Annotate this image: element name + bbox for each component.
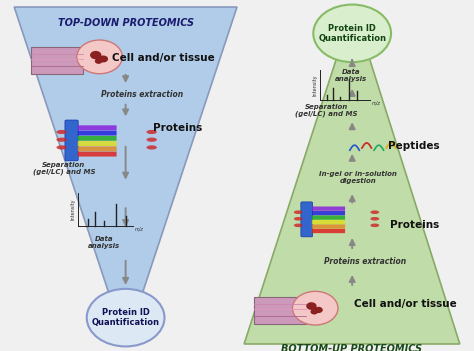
Ellipse shape [294,224,303,227]
FancyBboxPatch shape [65,120,78,161]
Ellipse shape [370,211,379,214]
Circle shape [292,291,338,325]
Text: Protein ID
Quantification: Protein ID Quantification [318,24,386,43]
Circle shape [87,289,164,346]
Text: Intensity: Intensity [312,74,317,96]
Circle shape [95,58,102,64]
FancyBboxPatch shape [78,152,117,157]
FancyBboxPatch shape [312,224,345,229]
Ellipse shape [56,130,67,134]
FancyBboxPatch shape [31,47,83,74]
FancyBboxPatch shape [312,206,345,211]
Ellipse shape [146,130,157,134]
FancyBboxPatch shape [312,229,345,233]
Text: In-gel or in-solution
digestion: In-gel or in-solution digestion [319,171,397,184]
FancyBboxPatch shape [78,136,117,141]
FancyBboxPatch shape [312,211,345,215]
Polygon shape [14,7,237,344]
Text: Proteins extraction: Proteins extraction [324,257,406,266]
Circle shape [99,55,108,62]
Text: BOTTOM-UP PROTEOMICS: BOTTOM-UP PROTEOMICS [281,344,422,351]
Ellipse shape [294,211,303,214]
Text: Protein ID
Quantification: Protein ID Quantification [91,308,160,327]
Text: Proteins: Proteins [153,123,202,133]
Ellipse shape [146,138,157,142]
Circle shape [314,307,323,313]
Text: Data
analysis: Data analysis [335,69,367,82]
Ellipse shape [56,138,67,142]
FancyBboxPatch shape [254,297,306,324]
Text: Separation
(gel/LC) and MS: Separation (gel/LC) and MS [33,162,95,175]
FancyBboxPatch shape [78,131,117,135]
Text: TOP-DOWN PROTEOMICS: TOP-DOWN PROTEOMICS [58,18,193,28]
Circle shape [306,302,317,310]
Text: Peptides: Peptides [388,141,439,151]
Text: m/z: m/z [135,227,144,232]
Text: Proteins extraction: Proteins extraction [101,90,183,99]
Ellipse shape [146,145,157,150]
Text: Data
analysis: Data analysis [88,236,120,249]
FancyBboxPatch shape [312,220,345,224]
FancyBboxPatch shape [78,125,117,130]
FancyBboxPatch shape [301,202,312,237]
Circle shape [310,309,318,314]
Ellipse shape [56,145,67,150]
Text: m/z: m/z [372,100,381,105]
FancyBboxPatch shape [78,146,117,151]
Text: Cell and/or tissue: Cell and/or tissue [354,299,456,309]
Ellipse shape [370,224,379,227]
FancyBboxPatch shape [78,141,117,146]
Polygon shape [244,7,460,344]
Ellipse shape [370,217,379,220]
Text: Cell and/or tissue: Cell and/or tissue [112,53,215,63]
Text: Separation
(gel/LC) and MS: Separation (gel/LC) and MS [295,104,357,117]
Circle shape [77,40,122,74]
Circle shape [313,5,391,62]
Text: Intensity: Intensity [70,199,75,220]
FancyBboxPatch shape [312,216,345,220]
Ellipse shape [294,217,303,220]
Circle shape [90,51,101,59]
Text: Proteins: Proteins [390,220,439,230]
